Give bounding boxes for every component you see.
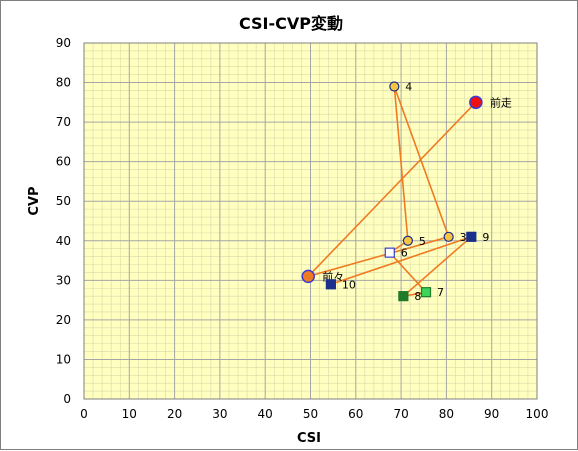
series-line [305, 86, 477, 298]
point-label: 8 [414, 290, 421, 303]
y-tick-label: 30 [56, 273, 71, 287]
x-axis-label: CSI [297, 431, 321, 446]
point-label: 前走 [490, 95, 512, 109]
x-tick-label: 80 [439, 407, 454, 421]
x-tick-label: 70 [393, 407, 408, 421]
x-tick-label: 50 [303, 407, 318, 421]
x-tick-label: 60 [348, 407, 363, 421]
y-tick-label: 80 [56, 76, 71, 90]
point-label: 3 [460, 231, 467, 244]
point-label: 9 [482, 231, 489, 244]
point-label: 6 [401, 247, 408, 260]
y-tick-label: 50 [56, 194, 71, 208]
y-tick-label: 90 [56, 36, 71, 50]
point-marker [325, 279, 336, 290]
plot-area: 0 10 20 30 40 50 60 70 80 90 100 0 10 20 30 40 50 60 70 80 9… [56, 36, 549, 421]
point-marker [384, 247, 395, 258]
x-tick-label: 0 [80, 407, 88, 421]
point-label: 5 [419, 235, 426, 248]
point-label: 4 [405, 81, 412, 94]
point-label: 7 [437, 286, 444, 299]
x-tick-label: 20 [167, 407, 182, 421]
x-tick-label: 30 [212, 407, 227, 421]
x-tick-label: 90 [484, 407, 499, 421]
point-marker [443, 231, 454, 242]
chart-title: CSI-CVP変動 [239, 14, 343, 33]
y-axis-label: CVP [27, 186, 42, 215]
point-marker [469, 95, 483, 110]
y-tick-label: 70 [56, 115, 71, 129]
y-tick-label: 60 [56, 155, 71, 169]
y-tick-label: 20 [56, 313, 71, 327]
point-marker [398, 291, 409, 302]
point-marker [301, 269, 315, 284]
y-tick-label: 10 [56, 352, 71, 366]
x-tick-label: 100 [526, 407, 549, 421]
point-marker [402, 235, 413, 246]
point-marker [420, 287, 432, 298]
x-tick-label: 10 [122, 407, 137, 421]
plot-border [83, 42, 538, 400]
y-tick-label: 0 [63, 392, 71, 406]
x-tick-label: 40 [258, 407, 273, 421]
point-marker [466, 231, 477, 242]
y-tick-label: 40 [56, 234, 71, 248]
point-marker [389, 81, 400, 92]
point-label: 10 [342, 278, 356, 291]
